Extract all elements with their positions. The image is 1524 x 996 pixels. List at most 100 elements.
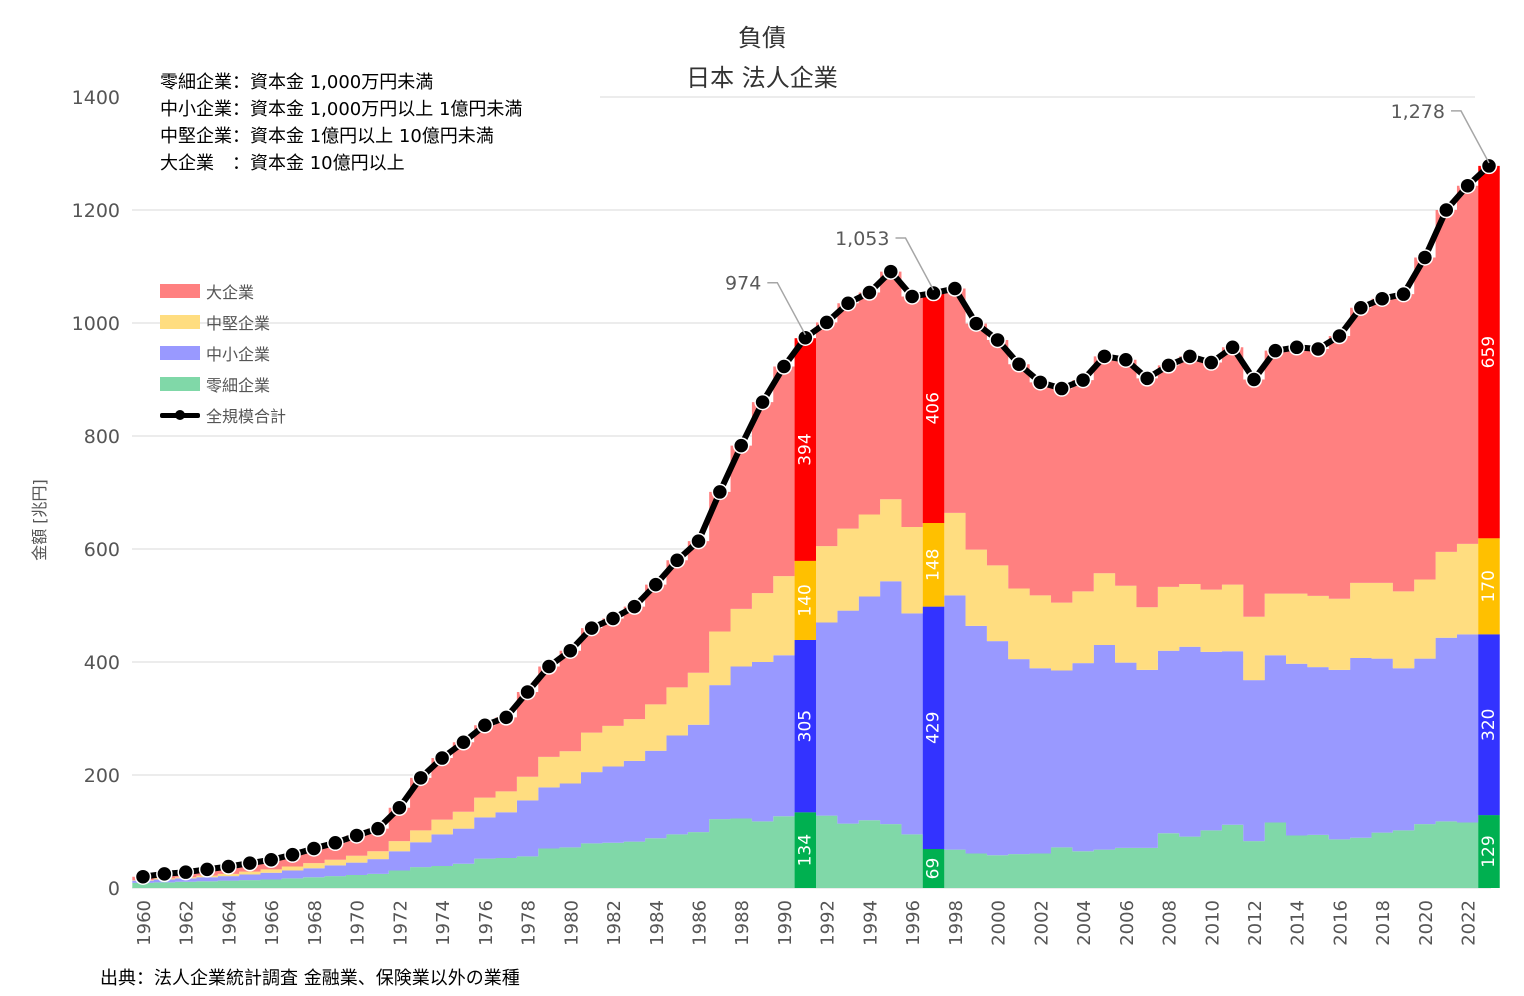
- chart-subtitle: 日本 法人企業: [686, 64, 838, 92]
- legend-swatch-total: [160, 408, 200, 422]
- legend-item-mid[interactable]: 中堅企業: [160, 306, 286, 337]
- x-tick-label-1990: 1990: [775, 900, 796, 946]
- highlight-bar-mid-1997: [922, 523, 945, 607]
- highlight-bar-micro-1991: [794, 812, 816, 888]
- y-tick-label-1400: 1400: [72, 87, 120, 109]
- total-marker-1960: [134, 868, 152, 885]
- total-marker-1986: [690, 532, 707, 550]
- highlight-label-large-1991: 394: [795, 433, 815, 465]
- total-marker-1970: [348, 827, 365, 844]
- legend-swatch-mid: [160, 314, 200, 329]
- total-marker-1973: [412, 769, 429, 787]
- total-marker-1972: [391, 799, 408, 817]
- highlight-bar-large-1991: [794, 338, 816, 561]
- x-tick-label-2018: 2018: [1373, 900, 1394, 946]
- total-marker-2000: [989, 331, 1006, 349]
- highlight-bar-small-2023: [1478, 634, 1500, 816]
- highlight-label-small-1997: 429: [924, 712, 944, 744]
- annotation-label-1991: 974: [725, 273, 761, 295]
- highlight-bar-small-1991: [794, 639, 816, 813]
- x-tick-label-1966: 1966: [262, 900, 283, 946]
- legend-swatch-small: [160, 345, 200, 360]
- total-marker-1997: [925, 284, 942, 302]
- y-tick-label-600: 600: [84, 539, 120, 561]
- total-marker-2013: [1267, 342, 1284, 359]
- x-tick-label-2004: 2004: [1074, 900, 1095, 946]
- x-tick-label-1980: 1980: [561, 900, 582, 946]
- total-marker-2020: [1416, 249, 1434, 266]
- x-tick-label-2000: 2000: [989, 900, 1010, 946]
- total-marker-1985: [668, 552, 686, 569]
- legend-label-large: 大企業: [206, 282, 255, 302]
- total-marker-2004: [1074, 371, 1092, 389]
- total-marker-2001: [1010, 355, 1028, 373]
- x-tick-label-2008: 2008: [1160, 900, 1181, 946]
- note-large: 大企業 ：資本金 10億円以上: [160, 153, 405, 174]
- y-axis: 0 200 400 600 800 1000 1200 1400: [72, 87, 120, 900]
- total-marker-1982: [604, 610, 622, 627]
- note-micro: 零細企業：資本金 1,000万円未満: [160, 72, 434, 93]
- highlight-label-mid-1991: 140: [795, 584, 815, 616]
- x-tick-label-2016: 2016: [1330, 900, 1351, 946]
- x-tick-label-1998: 1998: [946, 900, 967, 946]
- highlight-bar-mid-1991: [794, 560, 816, 640]
- x-tick-label-2020: 2020: [1416, 900, 1437, 946]
- legend: 大企業 中堅企業 中小企業 零細企業 全規模合計: [160, 275, 286, 430]
- total-marker-1977: [497, 709, 515, 726]
- highlight-label-mid-2023: 170: [1479, 570, 1499, 602]
- total-marker-1969: [327, 834, 344, 852]
- x-tick-label-1992: 1992: [818, 900, 839, 946]
- legend-label-mid: 中堅企業: [206, 313, 271, 333]
- legend-item-large[interactable]: 大企業: [160, 275, 286, 306]
- legend-swatch-micro: [160, 376, 200, 391]
- highlight-bar-micro-2023: [1478, 815, 1500, 888]
- highlight-label-micro-1997: 69: [924, 858, 944, 880]
- highlight-bar-micro-1997: [922, 849, 945, 888]
- total-marker-1995: [882, 263, 900, 280]
- y-tick-label-400: 400: [84, 652, 120, 674]
- total-marker-1996: [903, 288, 921, 305]
- total-marker-2014: [1288, 339, 1305, 356]
- total-marker-2016: [1331, 327, 1348, 345]
- total-marker-1966: [262, 851, 280, 868]
- x-tick-label-1972: 1972: [390, 900, 411, 946]
- total-marker-1965: [241, 854, 259, 872]
- x-axis: 1960 1962 1964 1966 1968 1970 1972 1974 1976 1978…: [134, 900, 1480, 946]
- total-marker-2017: [1352, 299, 1370, 316]
- total-marker-1963: [198, 861, 216, 878]
- highlight-bars: 134 305 140 394 69 429 148 406 129 320 170 659: [794, 165, 1500, 888]
- total-marker-2003: [1053, 380, 1070, 397]
- total-marker-1962: [177, 863, 194, 881]
- x-tick-label-1984: 1984: [647, 900, 668, 946]
- y-tick-label-1200: 1200: [72, 200, 120, 222]
- highlight-label-large-2023: 659: [1479, 336, 1499, 368]
- total-marker-2019: [1395, 285, 1412, 303]
- legend-label-small: 中小企業: [206, 344, 271, 364]
- highlight-label-small-1991: 305: [795, 710, 815, 742]
- total-line-path: [140, 162, 1492, 880]
- annotation-leader-2023: [1451, 110, 1490, 164]
- total-marker-1981: [583, 619, 600, 637]
- y-tick-label-800: 800: [84, 426, 120, 448]
- note-small: 中小企業：資本金 1,000万円以上 1億円未満: [160, 99, 523, 120]
- legend-item-small[interactable]: 中小企業: [160, 337, 286, 368]
- total-marker-1999: [967, 315, 985, 332]
- total-marker-1971: [369, 820, 387, 837]
- total-marker-2015: [1309, 340, 1327, 358]
- legend-item-micro[interactable]: 零細企業: [160, 368, 286, 399]
- x-tick-label-2012: 2012: [1245, 900, 1266, 946]
- x-tick-label-2022: 2022: [1459, 900, 1480, 946]
- x-tick-label-1964: 1964: [219, 900, 240, 946]
- total-marker-1993: [839, 294, 857, 312]
- x-tick-label-1968: 1968: [305, 900, 326, 946]
- total-marker-2006: [1117, 351, 1135, 368]
- total-marker-2011: [1224, 339, 1241, 356]
- total-marker-1998: [946, 280, 964, 297]
- chart-title: 負債: [738, 24, 786, 52]
- size-definitions: 零細企業：資本金 1,000万円未満 中小企業：資本金 1,000万円以上 1億…: [160, 69, 522, 177]
- legend-item-total[interactable]: 全規模合計: [160, 399, 286, 430]
- highlight-bar-large-2023: [1478, 165, 1500, 539]
- total-marker-1987: [711, 483, 729, 501]
- x-tick-label-2010: 2010: [1202, 900, 1223, 946]
- legend-swatch-large: [160, 283, 200, 298]
